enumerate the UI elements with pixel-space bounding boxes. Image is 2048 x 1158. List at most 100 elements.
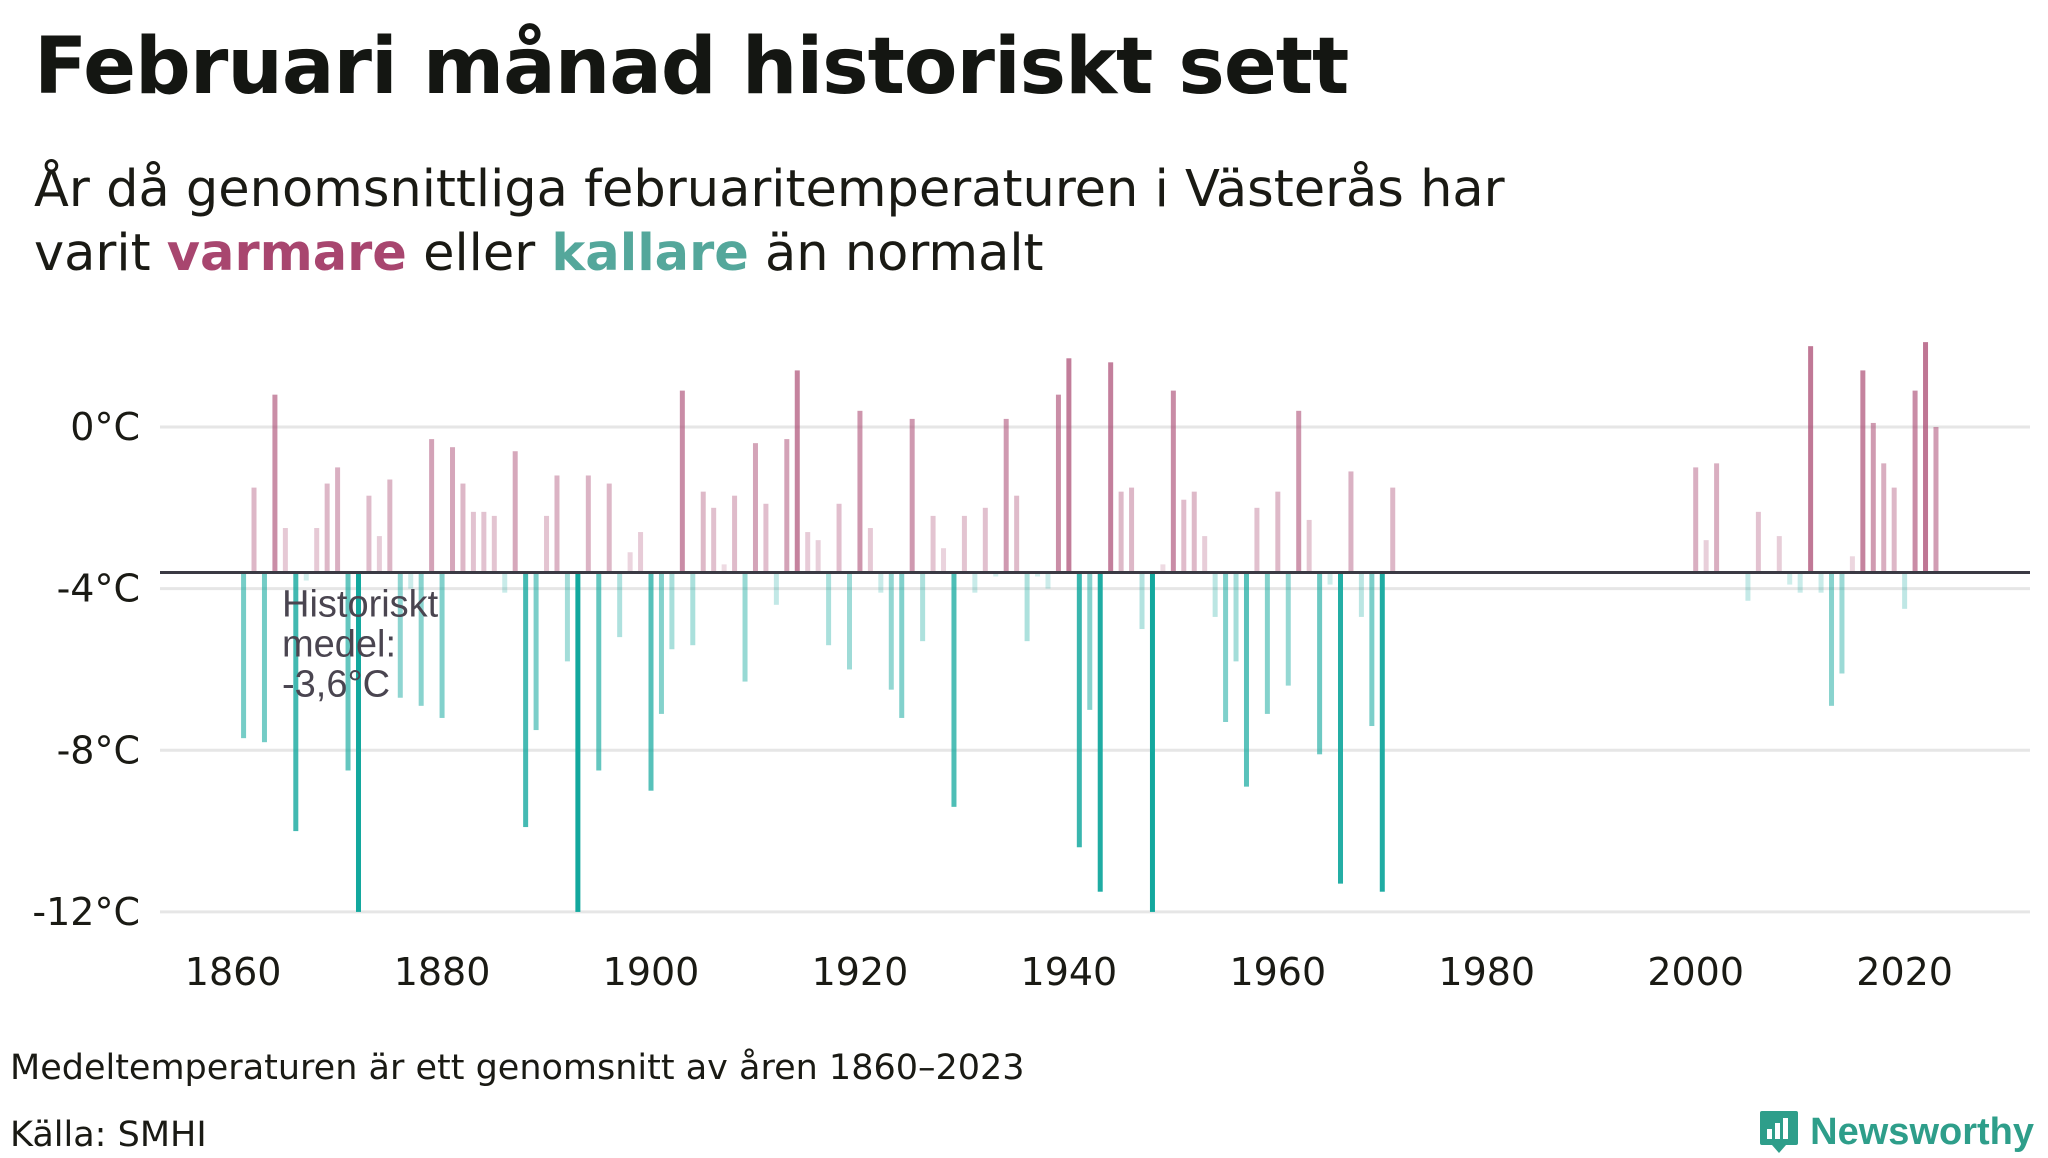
x-tick-label: 1980 xyxy=(1438,950,1535,994)
cold-bar xyxy=(993,572,999,577)
warm-bar xyxy=(941,548,947,573)
cold-bar xyxy=(1787,572,1793,585)
warm-bar xyxy=(470,511,476,573)
warm-bar xyxy=(481,511,487,573)
warm-bar xyxy=(1170,390,1176,573)
warm-bar xyxy=(282,528,288,573)
warm-bar xyxy=(554,475,560,573)
temperature-bar-chart: 0°C -4°C -8°C -12°C 1860 1880 1900 1920 1940 196… xyxy=(32,342,2030,994)
baseline-label-line: medel: xyxy=(282,623,396,665)
warm-bar xyxy=(627,552,633,573)
warm-bar xyxy=(909,418,915,573)
warm-bar xyxy=(429,439,435,573)
warm-bar xyxy=(1129,487,1135,573)
x-tick-label: 1960 xyxy=(1229,950,1326,994)
warm-bar xyxy=(982,507,988,573)
warm-bar xyxy=(606,483,612,573)
cold-bar xyxy=(1358,572,1364,617)
cold-bar xyxy=(1338,572,1344,884)
cold-bar xyxy=(951,572,957,807)
warm-bar xyxy=(752,443,758,573)
warm-bar xyxy=(1693,467,1699,573)
cold-bar xyxy=(878,572,884,593)
warm-bar xyxy=(1181,499,1187,573)
x-tick-label: 1900 xyxy=(603,950,700,994)
warm-bar xyxy=(1202,536,1208,573)
cold-bar xyxy=(1024,572,1030,642)
cold-bar xyxy=(596,572,602,771)
warm-bar xyxy=(376,536,382,573)
cold-bar xyxy=(345,572,351,771)
cold-bar xyxy=(1233,572,1239,662)
cold-bar xyxy=(888,572,894,690)
warm-bar xyxy=(1191,491,1197,573)
cold-bar xyxy=(742,572,748,682)
warm-bar xyxy=(1275,491,1281,573)
warm-bar xyxy=(450,447,456,573)
warm-bar xyxy=(1849,556,1855,573)
warm-bar xyxy=(1755,511,1761,573)
cold-bar xyxy=(826,572,832,646)
warm-bar xyxy=(763,503,769,573)
cold-bar xyxy=(1212,572,1218,617)
cold-bar xyxy=(1797,572,1803,593)
warm-bar xyxy=(491,515,497,573)
warm-bar xyxy=(460,483,466,573)
warm-bar xyxy=(867,528,873,573)
cold-bar xyxy=(1829,572,1835,706)
cold-bar xyxy=(502,572,508,593)
warm-bar xyxy=(1118,491,1124,573)
cold-bar xyxy=(408,572,414,589)
warm-bar xyxy=(251,487,257,573)
warm-bar xyxy=(335,467,341,573)
cold-bar xyxy=(439,572,445,718)
warm-bar xyxy=(1776,536,1782,573)
x-tick-label: 1860 xyxy=(185,950,282,994)
warm-bar xyxy=(961,515,967,573)
cold-bar xyxy=(1745,572,1751,601)
subtitle-warm-word: varmare xyxy=(166,224,407,283)
cold-bar xyxy=(648,572,654,791)
cold-bar xyxy=(575,572,581,912)
y-tick-label: -8°C xyxy=(57,728,140,772)
cold-bar xyxy=(1149,572,1155,912)
warm-bar xyxy=(512,451,518,573)
cold-bar xyxy=(303,572,309,581)
warm-bar xyxy=(314,528,320,573)
footnote-average: Medeltemperaturen är ett genomsnitt av å… xyxy=(10,1048,1025,1088)
cold-bar xyxy=(1045,572,1051,589)
warm-bar xyxy=(721,564,727,573)
x-tick-label: 2020 xyxy=(1856,950,1953,994)
cold-bar xyxy=(293,572,299,832)
warm-bar xyxy=(1870,422,1876,573)
newsworthy-logo: Newsworthy xyxy=(1758,1106,2034,1158)
x-tick-label: 2000 xyxy=(1647,950,1744,994)
cold-bar xyxy=(1076,572,1082,848)
warm-bar xyxy=(1066,358,1072,573)
chart-title: Februari månad historiskt sett xyxy=(34,22,1349,112)
chart-subtitle: År då genomsnittliga februaritemperature… xyxy=(34,158,1634,286)
warm-bar xyxy=(732,495,738,573)
warm-bar xyxy=(387,479,393,573)
x-tick-label: 1880 xyxy=(394,950,491,994)
warm-bar xyxy=(700,491,706,573)
warm-bar xyxy=(930,515,936,573)
warm-bar xyxy=(1891,487,1897,573)
subtitle-text-end: än normalt xyxy=(748,224,1044,283)
cold-bar xyxy=(241,572,247,739)
warm-bar xyxy=(1912,390,1918,573)
warm-bar xyxy=(1714,463,1720,573)
subtitle-text-middle: eller xyxy=(406,224,552,283)
footnote-source: Källa: SMHI xyxy=(10,1115,207,1155)
subtitle-text-start: År då genomsnittliga februaritemperature… xyxy=(34,160,1505,283)
cold-bar xyxy=(1035,572,1041,577)
warm-bar xyxy=(1703,540,1709,573)
warm-bar xyxy=(1348,471,1354,573)
cold-bar xyxy=(972,572,978,593)
cold-bar xyxy=(533,572,539,731)
cold-bar xyxy=(523,572,529,828)
warm-bar xyxy=(1003,418,1009,573)
cold-bar xyxy=(658,572,664,714)
warm-bar xyxy=(1055,394,1061,573)
